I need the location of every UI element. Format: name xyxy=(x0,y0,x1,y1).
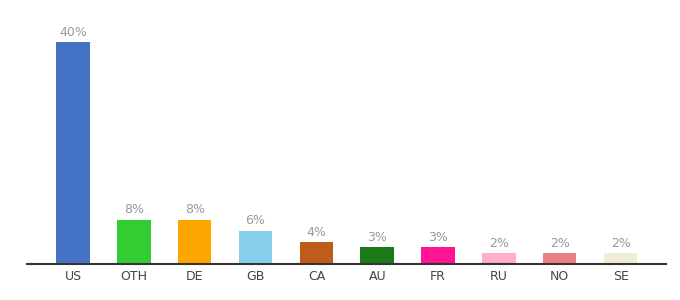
Text: 6%: 6% xyxy=(245,214,265,227)
Bar xyxy=(300,242,333,264)
Text: 2%: 2% xyxy=(489,237,509,250)
Bar xyxy=(360,248,394,264)
Bar xyxy=(239,231,272,264)
Bar xyxy=(543,253,577,264)
Bar xyxy=(482,253,515,264)
Bar xyxy=(604,253,637,264)
Bar xyxy=(56,42,90,264)
Text: 40%: 40% xyxy=(59,26,87,39)
Text: 2%: 2% xyxy=(550,237,570,250)
Text: 2%: 2% xyxy=(611,237,630,250)
Text: 4%: 4% xyxy=(307,226,326,238)
Text: 3%: 3% xyxy=(428,231,448,244)
Text: 8%: 8% xyxy=(185,203,205,216)
Bar xyxy=(422,248,455,264)
Text: 8%: 8% xyxy=(124,203,144,216)
Text: 3%: 3% xyxy=(367,231,387,244)
Bar xyxy=(178,220,211,264)
Bar xyxy=(117,220,150,264)
